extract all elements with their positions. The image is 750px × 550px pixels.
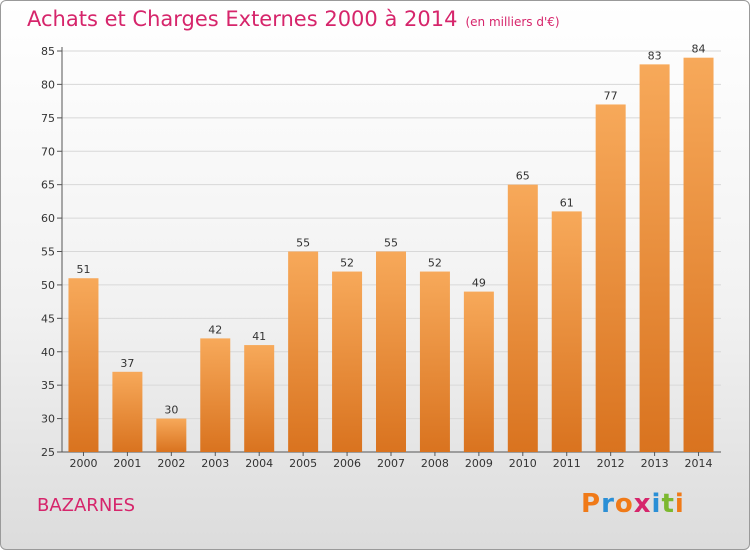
x-tick-label: 2012 bbox=[597, 457, 625, 470]
y-tick-label: 50 bbox=[41, 279, 55, 292]
bar bbox=[551, 211, 582, 452]
bar-value-label: 49 bbox=[472, 277, 486, 290]
logo-letter: o bbox=[614, 489, 634, 519]
y-tick-label: 80 bbox=[41, 78, 55, 91]
x-tick-label: 2002 bbox=[157, 457, 185, 470]
logo-letter: P bbox=[581, 489, 602, 519]
y-tick-label: 40 bbox=[41, 346, 55, 359]
y-tick-label: 70 bbox=[41, 145, 55, 158]
bar bbox=[463, 291, 494, 452]
labels: 25 30 35 40 45 50 55 60 65 70 75 80 85 51 2000 37 2001 30… bbox=[41, 43, 713, 470]
x-tick-label: 2006 bbox=[333, 457, 361, 470]
bar-value-label: 30 bbox=[164, 404, 178, 417]
x-tick-label: 2007 bbox=[377, 457, 405, 470]
bar bbox=[244, 345, 275, 452]
bar bbox=[376, 251, 406, 452]
bar bbox=[156, 418, 187, 452]
bar bbox=[639, 64, 670, 452]
x-tick-label: 2000 bbox=[69, 457, 97, 470]
y-tick-label: 65 bbox=[41, 179, 55, 192]
x-tick-label: 2011 bbox=[553, 457, 581, 470]
logo-letter: i bbox=[674, 489, 685, 519]
proxiti-logo[interactable]: Proxiti bbox=[581, 489, 685, 519]
logo-letter: r bbox=[601, 489, 615, 519]
bar-value-label: 51 bbox=[76, 263, 90, 276]
y-tick-label: 85 bbox=[41, 45, 55, 58]
y-tick-label: 25 bbox=[41, 446, 55, 459]
chart-title: Achats et Charges Externes 2000 à 2014 (e… bbox=[27, 7, 560, 31]
bar bbox=[595, 104, 626, 452]
bar-value-label: 77 bbox=[604, 89, 618, 102]
logo-letter: i bbox=[651, 489, 662, 519]
bar-value-label: 84 bbox=[692, 43, 706, 56]
bar-value-label: 37 bbox=[120, 357, 134, 370]
bar-value-label: 55 bbox=[296, 237, 310, 250]
bar-value-label: 42 bbox=[208, 323, 222, 336]
y-tick-label: 55 bbox=[41, 246, 55, 259]
bar-value-label: 65 bbox=[516, 170, 530, 183]
bar bbox=[507, 184, 538, 452]
bar-value-label: 83 bbox=[648, 49, 662, 62]
bar bbox=[200, 338, 231, 452]
x-tick-label: 2001 bbox=[113, 457, 141, 470]
logo-letter: t bbox=[661, 489, 675, 519]
x-tick-label: 2010 bbox=[509, 457, 537, 470]
y-tick-label: 35 bbox=[41, 379, 55, 392]
chart-title-main: Achats et Charges Externes 2000 à 2014 bbox=[27, 7, 458, 31]
y-tick-label: 60 bbox=[41, 212, 55, 225]
bar bbox=[68, 278, 99, 452]
bar-value-label: 52 bbox=[340, 257, 354, 270]
bar bbox=[419, 271, 450, 452]
bar-value-label: 41 bbox=[252, 330, 266, 343]
bar bbox=[683, 57, 714, 452]
commune-name: BAZARNES bbox=[37, 495, 136, 516]
logo-letter: x bbox=[633, 489, 652, 519]
y-tick-label: 30 bbox=[41, 413, 55, 426]
x-tick-label: 2005 bbox=[289, 457, 317, 470]
bars bbox=[68, 57, 714, 452]
bar bbox=[112, 371, 143, 452]
x-tick-label: 2013 bbox=[641, 457, 669, 470]
x-tick-label: 2009 bbox=[465, 457, 493, 470]
x-tick-label: 2003 bbox=[201, 457, 229, 470]
chart-title-unit: (en milliers d'€) bbox=[465, 15, 560, 29]
bar-value-label: 55 bbox=[384, 237, 398, 250]
y-tick-label: 75 bbox=[41, 112, 55, 125]
bar bbox=[332, 271, 363, 452]
y-tick-label: 45 bbox=[41, 312, 55, 325]
x-tick-label: 2014 bbox=[685, 457, 713, 470]
x-tick-label: 2008 bbox=[421, 457, 449, 470]
x-tick-label: 2004 bbox=[245, 457, 273, 470]
bar-value-label: 52 bbox=[428, 257, 442, 270]
bar bbox=[288, 251, 319, 452]
bar-value-label: 61 bbox=[560, 196, 574, 209]
